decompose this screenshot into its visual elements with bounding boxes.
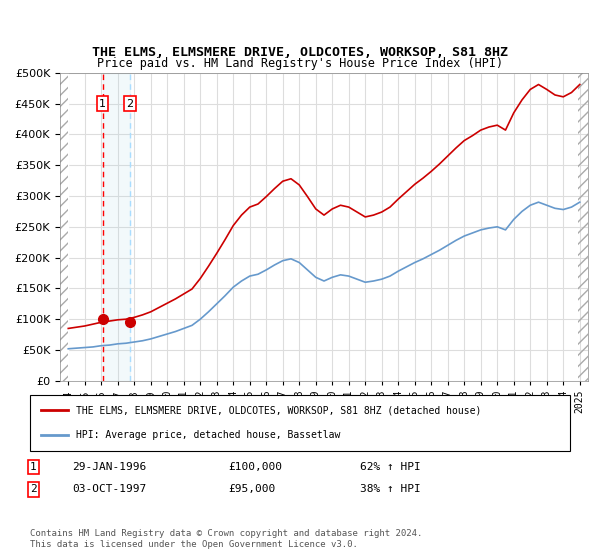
Text: 2: 2 xyxy=(30,484,37,494)
Text: 1: 1 xyxy=(30,462,37,472)
Text: £100,000: £100,000 xyxy=(228,462,282,472)
Text: 29-JAN-1996: 29-JAN-1996 xyxy=(72,462,146,472)
Bar xyxy=(60,73,68,381)
Bar xyxy=(103,73,130,381)
Text: 38% ↑ HPI: 38% ↑ HPI xyxy=(360,484,421,494)
Text: 62% ↑ HPI: 62% ↑ HPI xyxy=(360,462,421,472)
Text: THE ELMS, ELMSMERE DRIVE, OLDCOTES, WORKSOP, S81 8HZ: THE ELMS, ELMSMERE DRIVE, OLDCOTES, WORK… xyxy=(92,46,508,59)
Bar xyxy=(60,73,68,381)
FancyBboxPatch shape xyxy=(30,395,570,451)
Bar xyxy=(578,73,588,381)
Text: HPI: Average price, detached house, Bassetlaw: HPI: Average price, detached house, Bass… xyxy=(76,430,340,440)
Text: Contains HM Land Registry data © Crown copyright and database right 2024.
This d: Contains HM Land Registry data © Crown c… xyxy=(30,529,422,549)
Text: THE ELMS, ELMSMERE DRIVE, OLDCOTES, WORKSOP, S81 8HZ (detached house): THE ELMS, ELMSMERE DRIVE, OLDCOTES, WORK… xyxy=(76,405,481,416)
Text: Price paid vs. HM Land Registry's House Price Index (HPI): Price paid vs. HM Land Registry's House … xyxy=(97,57,503,70)
Text: 1: 1 xyxy=(99,99,106,109)
Text: £95,000: £95,000 xyxy=(228,484,275,494)
Text: 2: 2 xyxy=(127,99,134,109)
Text: 03-OCT-1997: 03-OCT-1997 xyxy=(72,484,146,494)
